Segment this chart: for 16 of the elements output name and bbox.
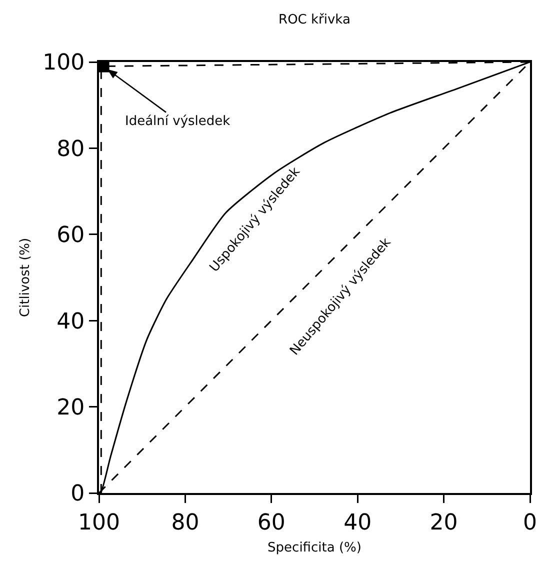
x-tick-label: 20	[430, 510, 458, 536]
y-tick-label: 20	[56, 396, 85, 420]
x-tick-label: 40	[344, 510, 372, 536]
y-tick-label: 80	[56, 136, 85, 162]
x-tick-label: 0	[523, 510, 537, 536]
x-tick-label: 80	[171, 510, 200, 536]
x-tick-label: 60	[257, 510, 286, 536]
chart-title: ROC křivka	[278, 12, 350, 28]
y-axis-title: Citlivost (%)	[18, 238, 34, 318]
y-tick-label: 0	[70, 482, 85, 507]
y-tick-label: 60	[56, 223, 85, 248]
x-axis-title: Specificita (%)	[268, 540, 362, 556]
x-tick-label: 100	[78, 510, 120, 536]
y-tick-label: 40	[56, 309, 85, 334]
annotation: Ideální výsledek	[125, 114, 231, 129]
y-tick-label: 100	[42, 50, 85, 76]
